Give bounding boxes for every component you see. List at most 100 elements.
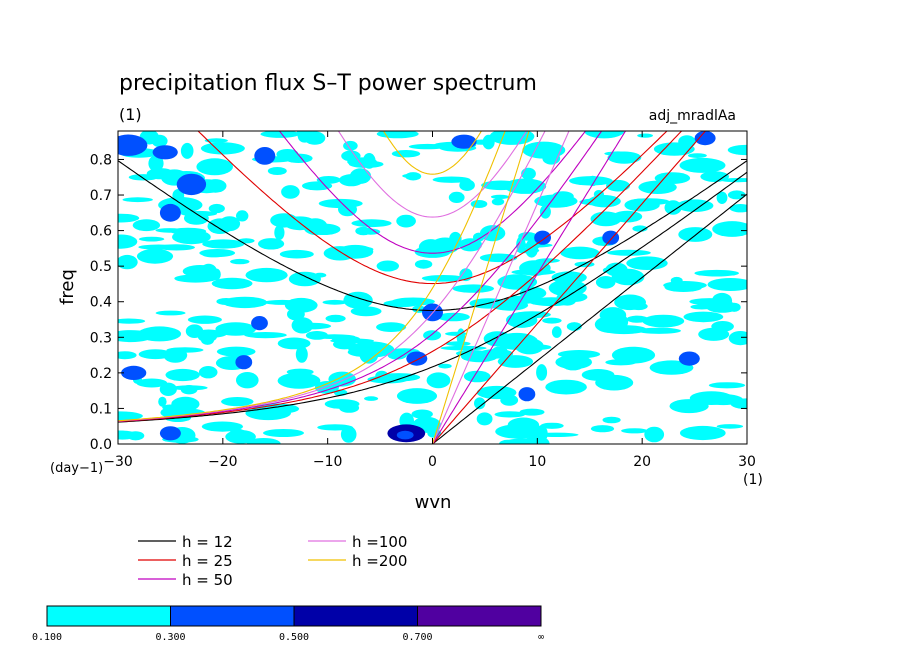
contour-blob (158, 244, 195, 251)
x-tick-label: −10 (313, 454, 343, 470)
x-tick-label: −30 (103, 454, 133, 470)
contour-patches (118, 131, 716, 443)
contour-blob (216, 298, 236, 305)
contour-blob (545, 379, 587, 395)
y-tick-label: 0.5 (90, 259, 112, 275)
contour-blob (605, 262, 628, 277)
y-tick-label: 0.4 (90, 295, 112, 311)
contour-blob (642, 314, 685, 328)
contour-blob (202, 252, 226, 258)
contour-blob (727, 190, 746, 200)
contour-blob (277, 337, 311, 350)
contour-blob (118, 213, 140, 223)
contour-blob (719, 178, 747, 183)
contour-patch (121, 365, 147, 380)
contour-blob (263, 429, 304, 437)
contour-patch (176, 173, 207, 196)
contour-blob (490, 194, 510, 199)
contour-blob (126, 431, 145, 441)
contour-blob (253, 403, 300, 415)
contour-blob (584, 131, 625, 139)
contour-blob (291, 317, 314, 334)
contour-blob (501, 131, 521, 135)
contour-blob (322, 299, 348, 305)
contour-blob (703, 394, 743, 406)
contour-patch (678, 351, 700, 366)
contour-blob (356, 246, 374, 252)
dispersion-curve-ig-h50 (278, 131, 587, 254)
contour-blob (244, 332, 287, 339)
contour-blob (411, 409, 433, 419)
contour-blob (588, 195, 621, 208)
contour-blob (595, 276, 616, 289)
contour-blob (728, 331, 747, 346)
contour-blob (376, 322, 407, 332)
contour-blob (452, 284, 494, 293)
contour-blob (204, 138, 228, 143)
contour-blob (316, 176, 341, 184)
contour-blob (614, 294, 646, 311)
contour-blob (521, 167, 536, 180)
contour-blob (159, 382, 177, 396)
contour-blob (678, 227, 713, 242)
chart-subtitle: (1) (119, 105, 142, 124)
colorbar-swatch (170, 605, 295, 627)
contour-patch (159, 203, 181, 222)
contour-blob (653, 142, 695, 156)
contour-blob (383, 299, 420, 308)
contour-blob (560, 355, 586, 371)
contour-field (118, 131, 747, 444)
contour-blob (421, 275, 466, 282)
contour-blob (690, 304, 714, 310)
colorbar-level-label: 0.100 (32, 632, 62, 643)
contour-blob (198, 366, 218, 379)
contour-blob (663, 281, 707, 290)
x-tick-label: 20 (633, 454, 651, 470)
contour-blob (155, 228, 184, 233)
dispersion-curve-mrg-h50 (118, 131, 603, 422)
y-tick-label: 0.7 (90, 188, 112, 204)
colorbar-level-label: 0.500 (279, 632, 309, 643)
contour-blob (118, 330, 153, 343)
contour-blob (694, 269, 739, 277)
contour-blob (258, 238, 285, 250)
contour-patch (251, 316, 268, 331)
colorbar-level-label: ∞ (538, 632, 544, 643)
y-unit-label: (day−1) (50, 461, 103, 476)
dispersion-curves (118, 131, 747, 444)
legend-label: h =200 (352, 552, 407, 570)
legend-label: h = 12 (182, 533, 233, 551)
contour-blob (221, 397, 254, 407)
contour-blob (351, 219, 392, 228)
contour-blob (476, 412, 493, 426)
dispersion-curve-mrg-h200 (118, 131, 506, 422)
contour-blob (165, 368, 200, 382)
contour-blob (491, 198, 505, 206)
contour-blob (318, 198, 363, 209)
contour-blob (118, 318, 146, 324)
contour-blob (637, 327, 681, 334)
contour-blob (495, 332, 538, 350)
contour-blob (313, 272, 327, 278)
contour-blob (688, 153, 707, 159)
y-tick-label: 0.2 (90, 366, 112, 382)
contour-blob (211, 277, 253, 290)
dispersion-curve-kelvin-h25 (432, 131, 707, 444)
contour-blob (644, 426, 665, 443)
contour-blob (448, 191, 465, 203)
contour-blob (396, 214, 416, 228)
contour-blob (551, 326, 562, 338)
contour-blob (621, 428, 648, 434)
y-tick-label: 0.6 (90, 224, 112, 240)
contour-blob (151, 134, 168, 148)
contour-blob (325, 314, 346, 323)
contour-blob (260, 131, 300, 138)
contour-blob (118, 234, 138, 249)
contour-blob (286, 368, 314, 376)
dispersion-curve-mrg-h12 (118, 171, 747, 423)
x-unit-label: (1) (743, 472, 763, 488)
contour-blob (361, 228, 381, 235)
contour-patch (518, 387, 536, 402)
contour-blob (118, 254, 138, 270)
